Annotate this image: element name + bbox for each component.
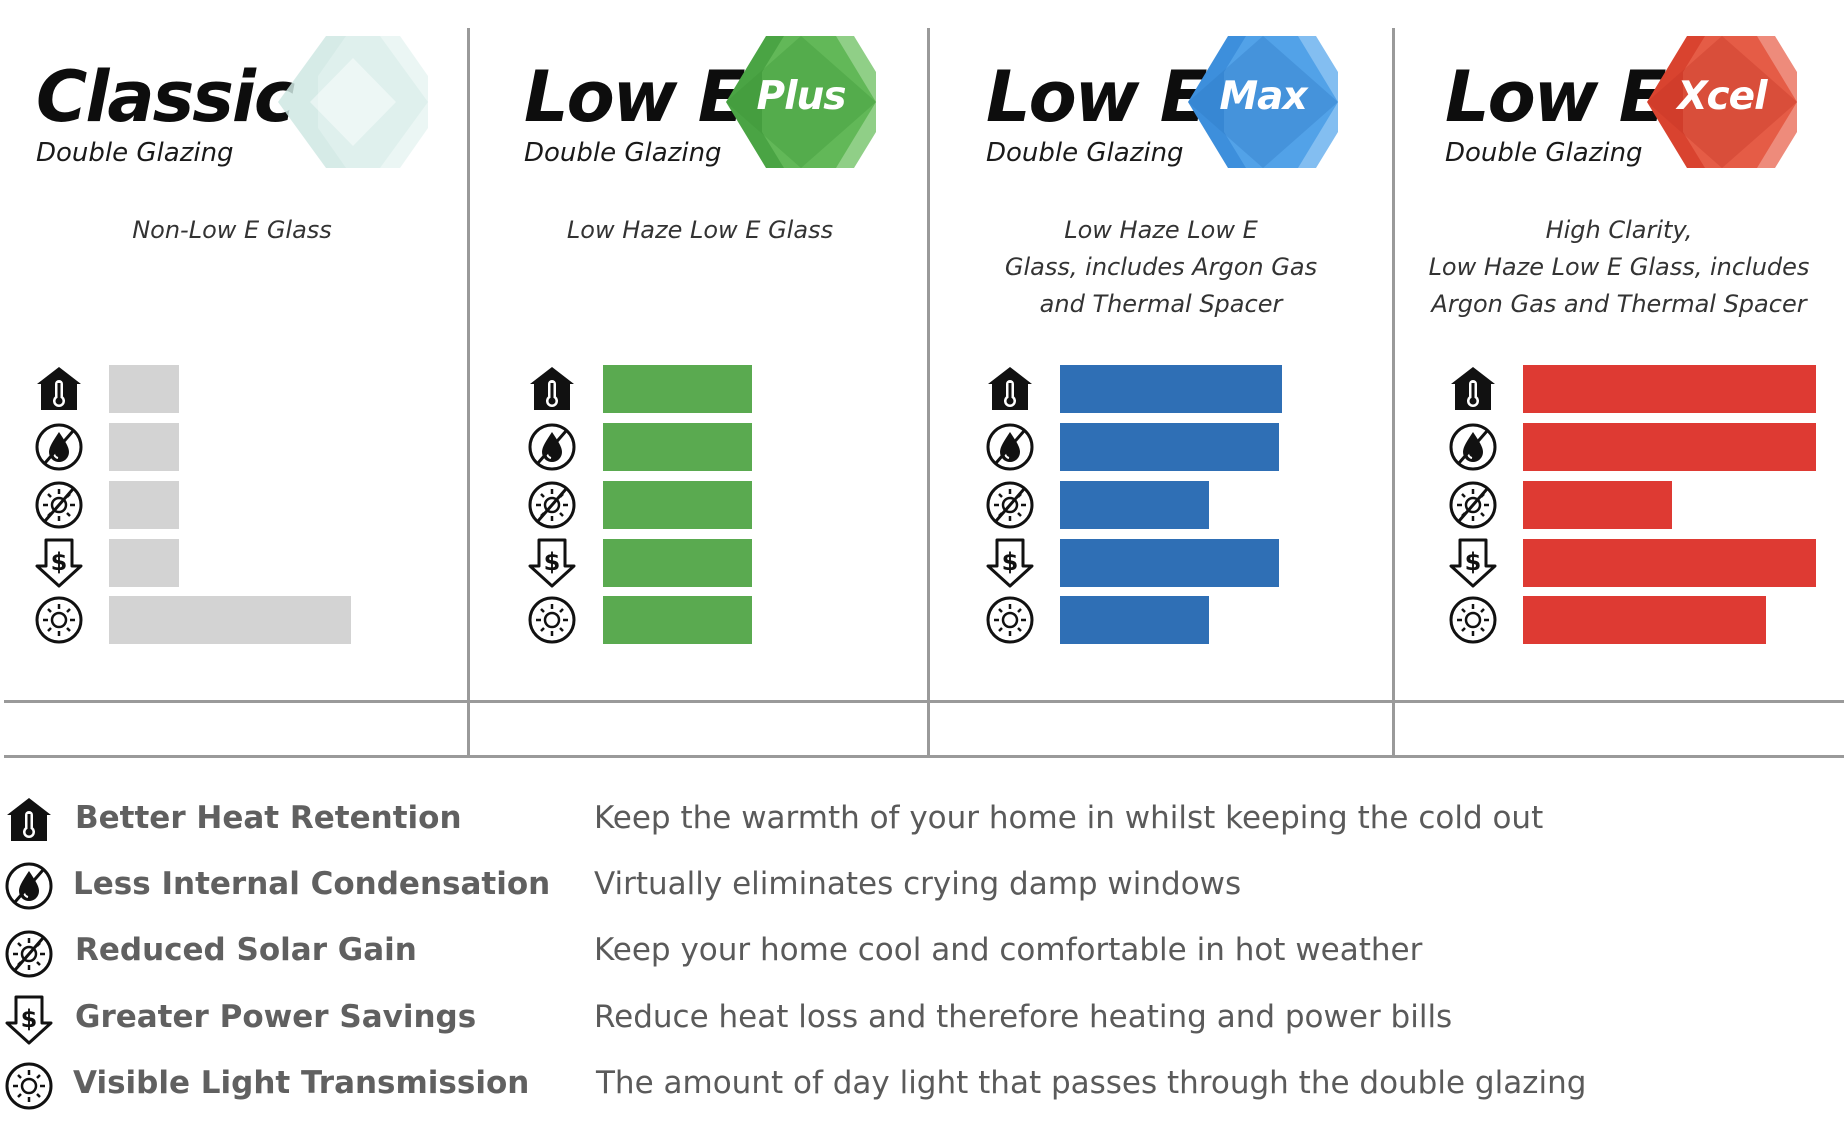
product-column-xcel: Low E Double Glazing Xcel High Clarity, … xyxy=(1395,0,1844,700)
sun-circle-icon xyxy=(985,595,1035,645)
bar xyxy=(603,365,752,413)
bar xyxy=(1523,423,1816,471)
description-line: Glass, includes Argon Gas xyxy=(1004,253,1318,281)
legend-description: Keep the warmth of your home in whilst k… xyxy=(594,800,1544,836)
bar xyxy=(1060,481,1209,529)
sun-circle-icon xyxy=(1448,595,1498,645)
product-column-classic: Classic Double Glazing Non-Low E Glass xyxy=(0,0,467,700)
description-line: Argon Gas and Thermal Spacer xyxy=(1431,290,1807,318)
house-thermometer-icon xyxy=(4,795,54,845)
bar xyxy=(1523,596,1766,644)
legend-description: Reduce heat loss and therefore heating a… xyxy=(594,999,1453,1035)
svg-text:$: $ xyxy=(21,1005,38,1033)
no-condensation-drop-icon xyxy=(527,422,577,472)
product-column-plus: Low E Double Glazing Plus Low Haze Low E… xyxy=(470,0,927,700)
product-description: High Clarity, Low Haze Low E Glass, incl… xyxy=(1399,212,1839,323)
product-column-max: Low E Double Glazing Max Low Haze Low E … xyxy=(930,0,1392,700)
sun-circle-icon xyxy=(527,595,577,645)
legend-label: Better Heat Retention xyxy=(75,800,462,836)
column-divider xyxy=(927,28,930,758)
house-thermometer-icon xyxy=(1448,364,1498,414)
product-description: Low Haze Low E Glass xyxy=(480,212,920,249)
bar xyxy=(1523,481,1672,529)
product-name: Classic xyxy=(36,56,295,138)
bar xyxy=(603,539,752,587)
house-thermometer-icon xyxy=(527,364,577,414)
legend-description: The amount of day light that passes thro… xyxy=(596,1065,1587,1101)
bar xyxy=(603,596,752,644)
bar xyxy=(109,481,179,529)
sun-circle-icon xyxy=(34,595,84,645)
bar xyxy=(109,596,351,644)
legend-label: Reduced Solar Gain xyxy=(75,932,417,968)
no-sun-icon xyxy=(527,480,577,530)
no-condensation-drop-icon xyxy=(1448,422,1498,472)
no-sun-icon xyxy=(1448,480,1498,530)
bar xyxy=(1523,365,1816,413)
badge-label: Max xyxy=(1219,74,1307,119)
house-thermometer-icon xyxy=(985,364,1035,414)
description-line: and Thermal Spacer xyxy=(1039,290,1283,318)
svg-text:$: $ xyxy=(544,548,561,576)
dollar-down-arrow-icon: $ xyxy=(34,538,84,588)
bar xyxy=(109,539,179,587)
svg-text:$: $ xyxy=(1002,548,1019,576)
legend-description: Virtually eliminates crying damp windows xyxy=(594,866,1242,902)
product-description: Non-Low E Glass xyxy=(36,212,428,249)
description-line: Low Haze Low E xyxy=(1064,216,1258,244)
product-subtitle: Double Glazing xyxy=(36,138,234,168)
sun-circle-icon xyxy=(4,1061,54,1111)
diamond-gem-icon: Xcel xyxy=(1647,36,1797,168)
product-description: Low Haze Low E Glass, includes Argon Gas… xyxy=(940,212,1382,323)
product-subtitle: Double Glazing xyxy=(524,138,722,168)
column-divider xyxy=(467,28,470,758)
dollar-down-arrow-icon: $ xyxy=(527,538,577,588)
diamond-gem-icon: Plus xyxy=(726,36,876,168)
bar xyxy=(1060,539,1279,587)
badge-label: Xcel xyxy=(1677,74,1767,119)
bar xyxy=(1060,423,1279,471)
bar xyxy=(603,423,752,471)
no-sun-icon xyxy=(34,480,84,530)
bar xyxy=(1060,596,1209,644)
house-thermometer-icon xyxy=(34,364,84,414)
description-line: High Clarity, xyxy=(1545,216,1693,244)
product-name: Low E xyxy=(524,56,746,138)
bar xyxy=(109,423,179,471)
product-name: Low E xyxy=(986,56,1208,138)
bar xyxy=(109,365,179,413)
legend-label: Visible Light Transmission xyxy=(73,1065,530,1101)
table-rule xyxy=(4,755,1844,758)
bar xyxy=(1060,365,1282,413)
bar xyxy=(603,481,752,529)
table-rule xyxy=(4,700,1844,703)
diamond-gem-icon: Max xyxy=(1188,36,1338,168)
product-subtitle: Double Glazing xyxy=(1445,138,1643,168)
dollar-down-arrow-icon: $ xyxy=(1448,538,1498,588)
dollar-down-arrow-icon: $ xyxy=(985,538,1035,588)
svg-text:$: $ xyxy=(51,548,68,576)
badge-label: Plus xyxy=(756,74,847,119)
description-line: Non-Low E Glass xyxy=(132,216,332,244)
no-sun-icon xyxy=(985,480,1035,530)
description-line: Low Haze Low E Glass, includes xyxy=(1428,253,1810,281)
dollar-down-arrow-icon: $ xyxy=(4,995,54,1045)
no-condensation-drop-icon xyxy=(4,861,54,911)
no-condensation-drop-icon xyxy=(985,422,1035,472)
description-line: Low Haze Low E Glass xyxy=(566,216,834,244)
no-sun-icon xyxy=(4,929,54,979)
legend-description: Keep your home cool and comfortable in h… xyxy=(594,932,1423,968)
product-name: Low E xyxy=(1445,56,1667,138)
legend-label: Less Internal Condensation xyxy=(73,866,551,902)
svg-text:$: $ xyxy=(1465,548,1482,576)
column-divider xyxy=(1392,28,1395,758)
diamond-gem-icon xyxy=(278,36,428,168)
legend-label: Greater Power Savings xyxy=(75,999,477,1035)
bar xyxy=(1523,539,1816,587)
product-subtitle: Double Glazing xyxy=(986,138,1184,168)
no-condensation-drop-icon xyxy=(34,422,84,472)
